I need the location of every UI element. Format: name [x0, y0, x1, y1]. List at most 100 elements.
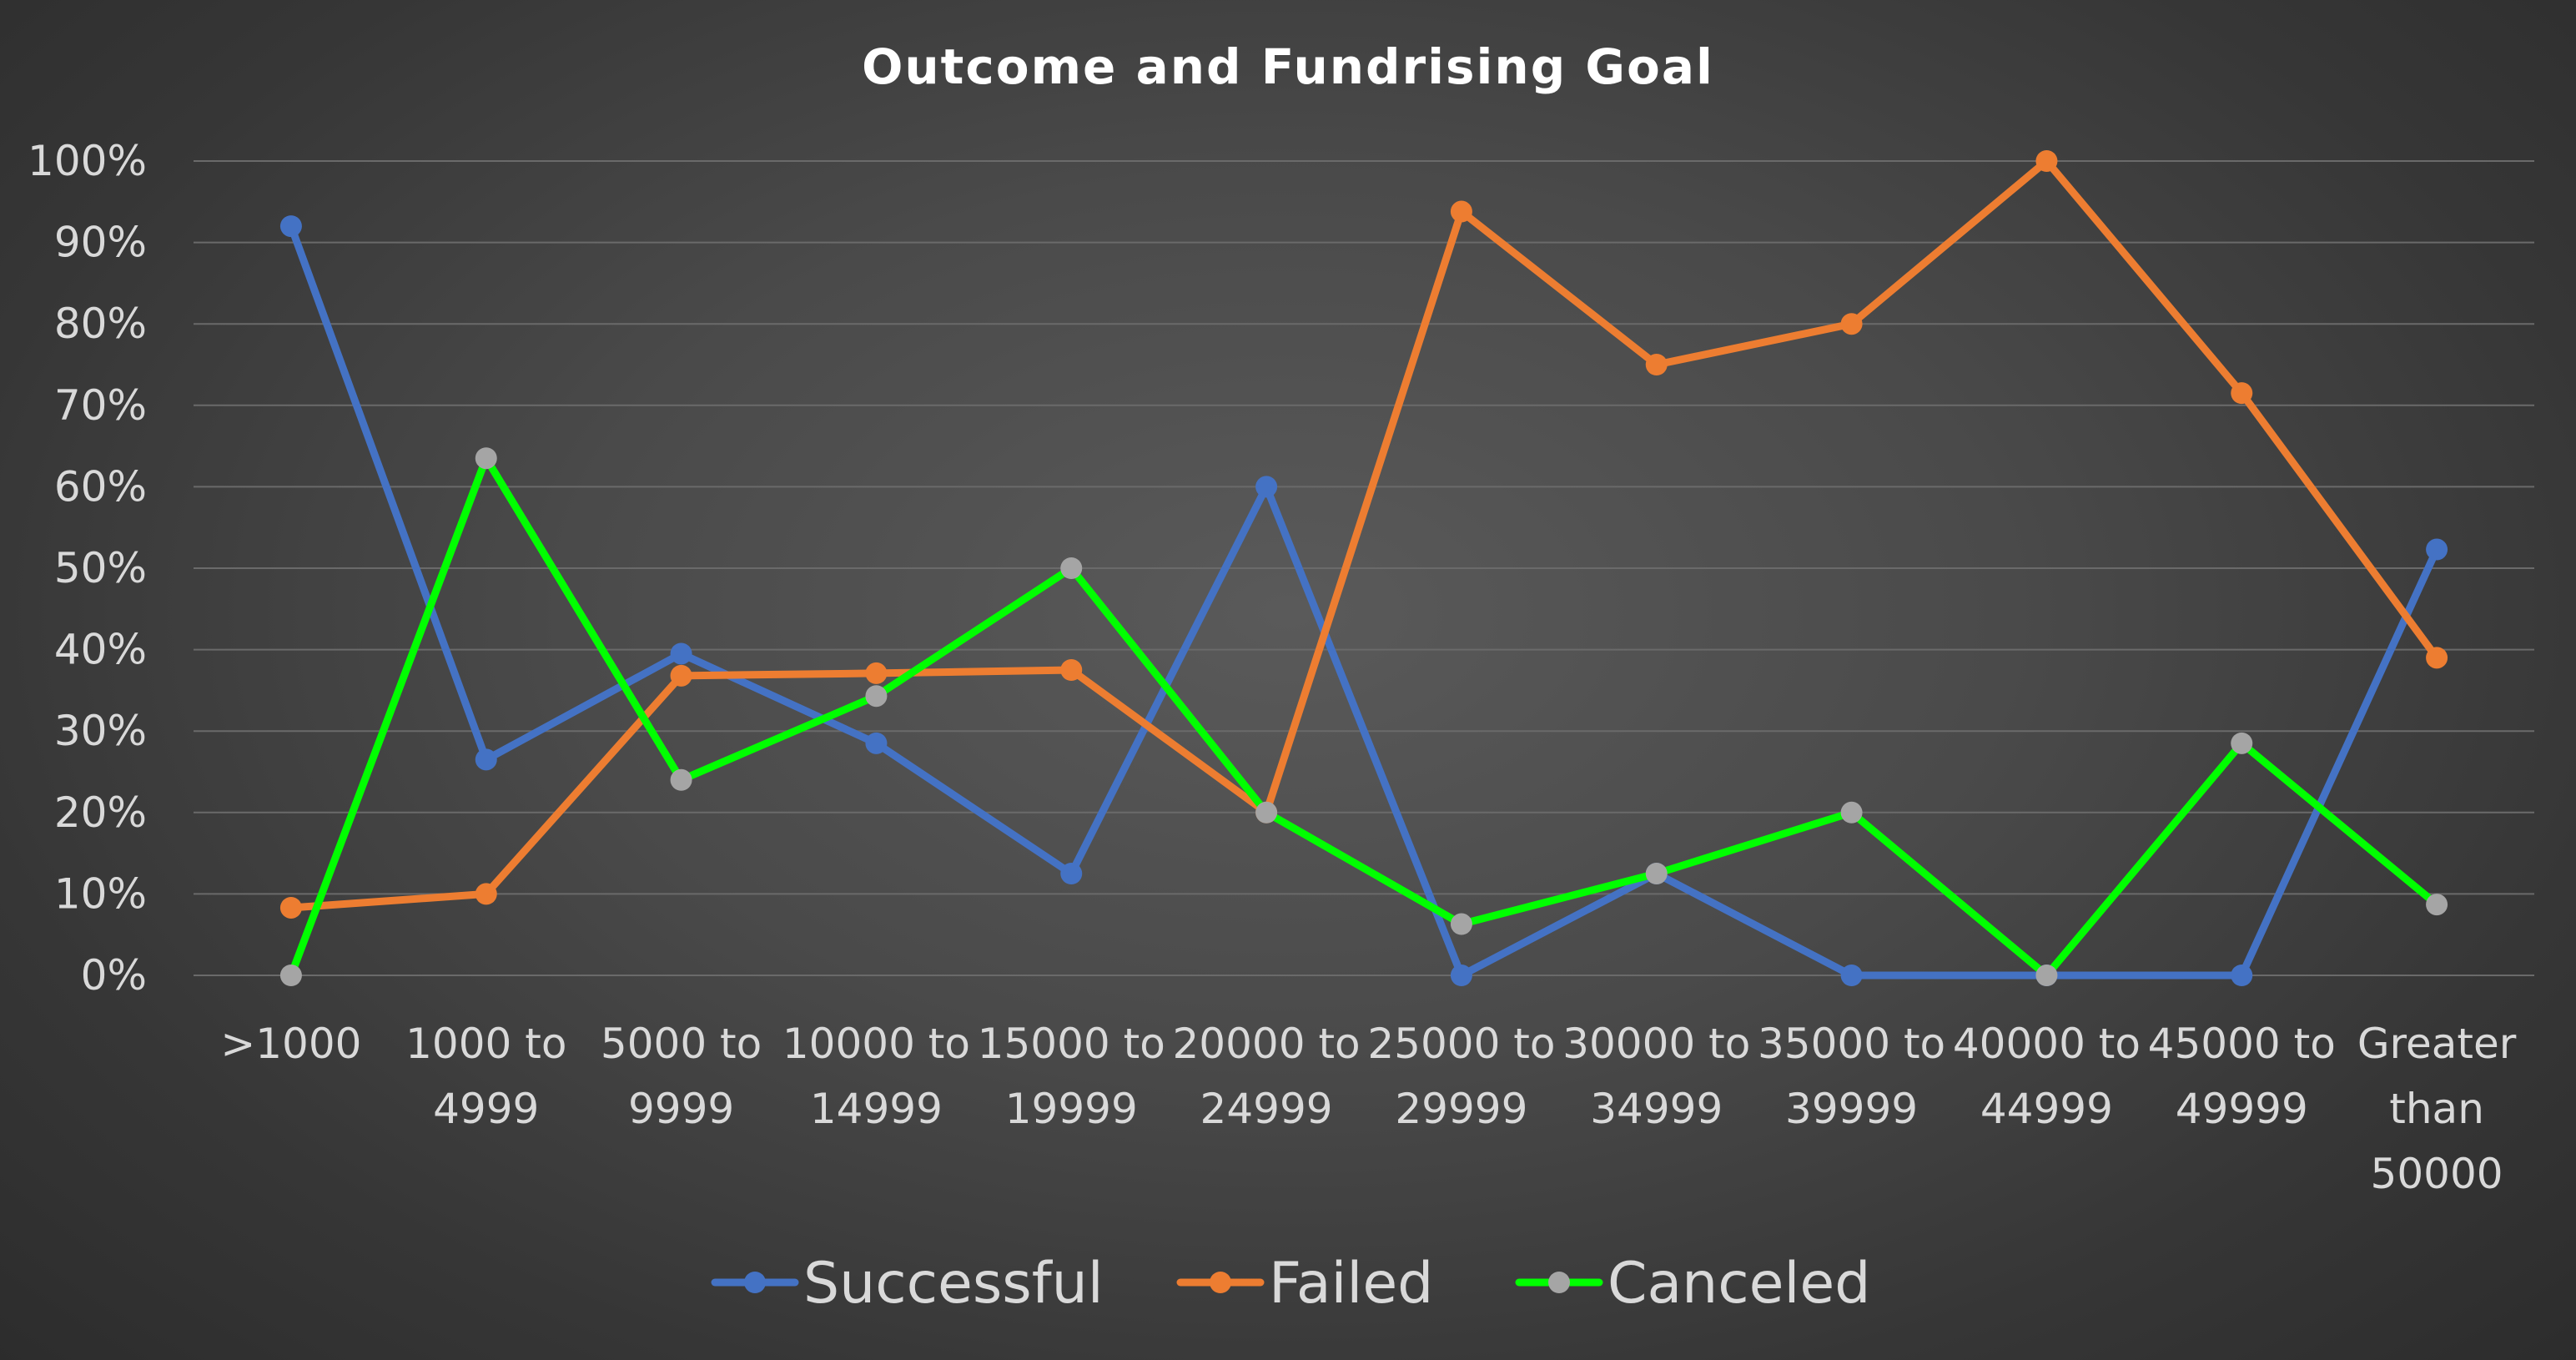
data-point-failed [865, 662, 888, 684]
y-tick-label: 50% [54, 544, 147, 592]
x-tick-label: 40000 to 44999 [1953, 1020, 2141, 1133]
x-tick-label-line: 39999 [1785, 1085, 1918, 1133]
legend-swatch-marker [1210, 1272, 1231, 1293]
legend-label: Failed [1269, 1251, 1433, 1317]
x-tick-label-line: 40000 to [1953, 1020, 2141, 1068]
series-line-successful [287, 222, 2441, 980]
data-point-canceled [1060, 557, 1083, 579]
x-tick-label: 10000 to 14999 [782, 1020, 970, 1133]
data-point-failed [2035, 150, 2058, 172]
data-point-successful [1840, 965, 1863, 986]
data-point-failed [475, 883, 497, 905]
legend: Successful Failed Canceled [711, 1251, 1870, 1317]
legend-swatch-marker [1548, 1272, 1570, 1293]
chart-title: Outcome and Fundrising Goal [862, 38, 1714, 95]
x-tick-label-line: 15000 to [978, 1020, 1165, 1068]
data-point-canceled [865, 685, 888, 708]
legend-item-successful: Successful [711, 1251, 1104, 1317]
x-tick-label-line: 9999 [628, 1085, 734, 1133]
series-line-failed [287, 157, 2441, 912]
series-line-canceled [287, 454, 2441, 980]
data-point-failed [1060, 659, 1083, 681]
x-tick-label-line: 25000 to [1367, 1020, 1555, 1068]
data-point-canceled [1840, 801, 1863, 824]
data-point-successful [865, 732, 888, 754]
data-point-successful [1255, 476, 1278, 498]
legend-swatch-marker [744, 1272, 766, 1293]
data-point-successful [2231, 965, 2253, 986]
data-point-successful [670, 642, 692, 665]
data-point-failed [1645, 354, 1668, 375]
x-tick-label-line: 24999 [1200, 1085, 1333, 1133]
x-tick-label-line: 4999 [433, 1085, 539, 1133]
legend-label: Canceled [1607, 1251, 1870, 1317]
y-axis-tick-labels: 0% 10% 20% 30% 40% 50% 60% 70% 80% 90% 100% [28, 137, 147, 1000]
x-tick-label-line: >1000 [220, 1020, 361, 1068]
x-tick-label-line: Greater [2357, 1020, 2517, 1068]
x-tick-label-line: 30000 to [1562, 1020, 1750, 1068]
y-tick-label: 0% [81, 951, 147, 1000]
x-tick-label-line: 14999 [810, 1085, 943, 1133]
data-point-canceled [2231, 732, 2253, 754]
data-point-canceled [1255, 801, 1278, 824]
data-point-failed [2231, 382, 2253, 405]
data-point-failed [1840, 313, 1863, 335]
data-point-failed [2426, 647, 2448, 669]
data-point-successful [279, 215, 302, 238]
data-point-failed [279, 896, 302, 919]
x-tick-label: 35000 to 39999 [1758, 1020, 1945, 1133]
data-point-canceled [1645, 863, 1668, 884]
data-point-failed [670, 664, 692, 687]
x-tick-label-line: 5000 to [601, 1020, 762, 1068]
data-point-canceled [2426, 894, 2448, 916]
series-failed [279, 150, 2448, 919]
x-tick-label: Greater than 50000 [2357, 1020, 2517, 1198]
data-point-failed [1450, 200, 1472, 223]
x-tick-label-line: 49999 [2176, 1085, 2308, 1133]
x-tick-label: 45000 to 49999 [2148, 1020, 2336, 1133]
x-tick-label: 25000 to 29999 [1367, 1020, 1555, 1133]
y-tick-label: 90% [54, 219, 147, 267]
legend-item-failed: Failed [1176, 1251, 1433, 1317]
data-point-canceled [2035, 965, 2058, 986]
x-tick-label-line: 44999 [1980, 1085, 2113, 1133]
series-layer [279, 150, 2448, 986]
x-tick-label-line: 10000 to [782, 1020, 970, 1068]
data-point-canceled [1450, 913, 1472, 935]
x-tick-label: 1000 to 4999 [405, 1020, 566, 1133]
x-tick-label-line: 35000 to [1758, 1020, 1945, 1068]
y-tick-label: 100% [28, 137, 147, 185]
x-tick-label: 20000 to 24999 [1173, 1020, 1361, 1133]
data-point-successful [2426, 538, 2448, 561]
y-tick-label: 30% [54, 707, 147, 755]
data-point-successful [1450, 965, 1472, 986]
data-point-canceled [475, 447, 497, 470]
x-tick-label: 15000 to 19999 [978, 1020, 1165, 1133]
x-tick-label-line: 1000 to [405, 1020, 566, 1068]
y-tick-label: 40% [54, 626, 147, 674]
data-point-canceled [279, 965, 302, 986]
series-canceled [279, 447, 2448, 986]
legend-label: Successful [803, 1251, 1104, 1317]
x-tick-label: 5000 to 9999 [601, 1020, 762, 1133]
y-tick-label: 20% [54, 788, 147, 837]
y-tick-label: 60% [54, 462, 147, 511]
x-tick-label-line: than [2389, 1085, 2484, 1133]
gridlines [194, 160, 2534, 976]
x-tick-label-line: 45000 to [2148, 1020, 2336, 1068]
y-tick-label: 80% [54, 300, 147, 348]
x-tick-label-line: 20000 to [1173, 1020, 1361, 1068]
x-tick-label-line: 50000 [2371, 1150, 2503, 1198]
x-tick-label-line: 19999 [1005, 1085, 1138, 1133]
data-point-successful [1060, 863, 1083, 884]
x-axis-tick-labels: >1000 1000 to 4999 5000 to 9999 10000 to 14999… [220, 1020, 2516, 1198]
x-tick-label-line: 29999 [1395, 1085, 1527, 1133]
x-tick-label-line: 34999 [1590, 1085, 1723, 1133]
y-tick-label: 70% [54, 381, 147, 430]
legend-item-canceled: Canceled [1515, 1251, 1870, 1317]
x-tick-label: >1000 [220, 1020, 361, 1068]
data-point-successful [475, 748, 497, 771]
x-tick-label: 30000 to 34999 [1562, 1020, 1750, 1133]
